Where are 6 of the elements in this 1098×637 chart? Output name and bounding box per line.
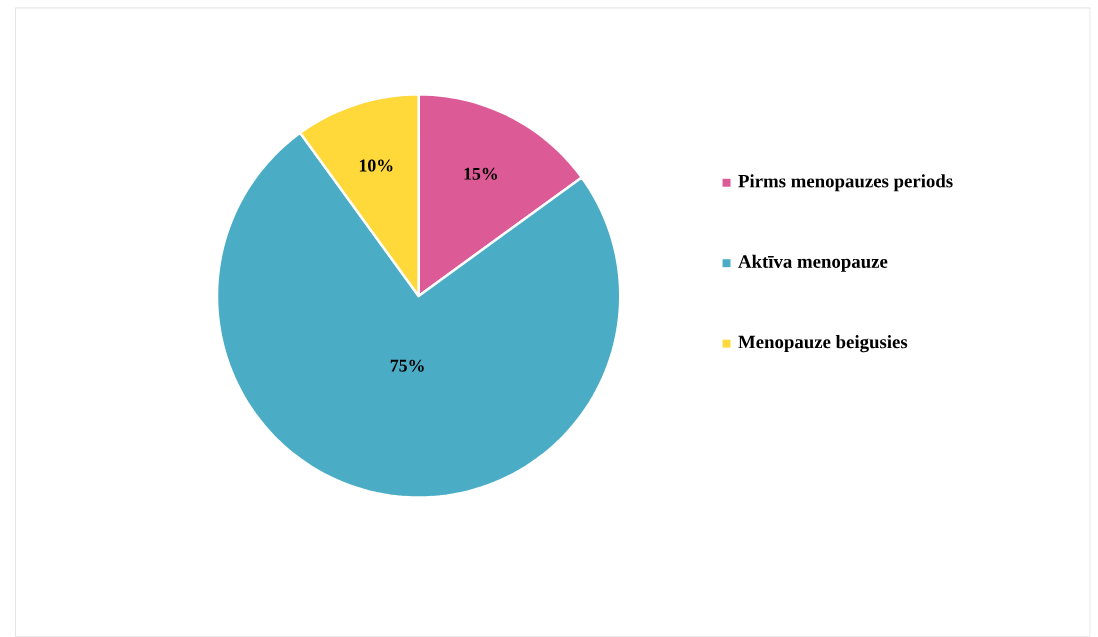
legend-label: Pirms menopauzes periods — [738, 174, 953, 192]
data-label: 10% — [359, 159, 393, 172]
data-label: 15% — [464, 167, 498, 181]
legend-label: Menopauze beigusies — [738, 335, 908, 353]
legend-label: Aktīva menopauze — [738, 254, 888, 272]
data-label: 75% — [390, 359, 424, 372]
